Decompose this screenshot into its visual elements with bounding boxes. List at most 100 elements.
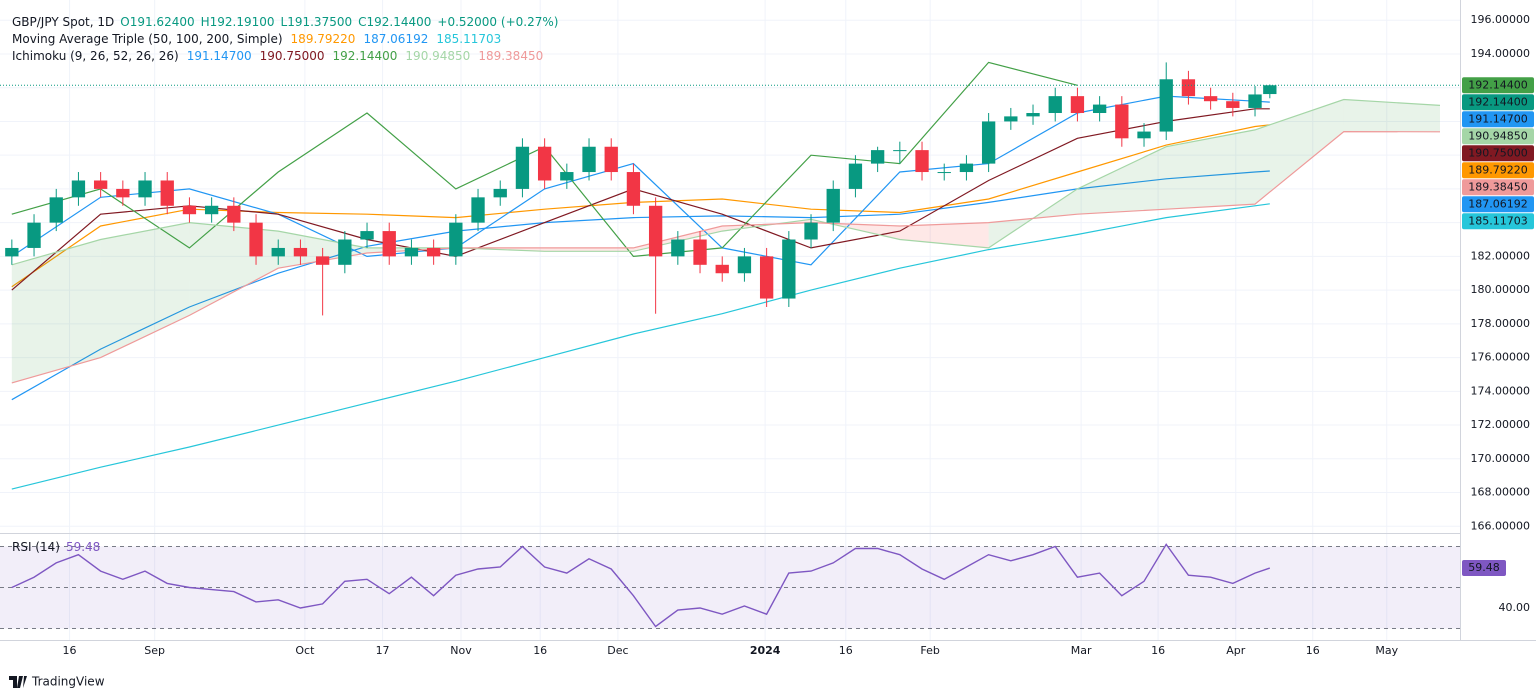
y-tick-label: 194.00000: [1471, 47, 1531, 60]
candle-body: [560, 172, 574, 181]
x-tick-label: Nov: [450, 644, 472, 657]
x-tick-label: Dec: [607, 644, 628, 657]
y-tick-label: 196.00000: [1471, 13, 1531, 26]
ichimoku-cloud: [1166, 129, 1255, 210]
price-tag-label: 185.11703: [1468, 214, 1528, 227]
candle-body: [626, 172, 641, 206]
candle-body: [71, 180, 86, 198]
price-tag: [1462, 560, 1506, 577]
ohlc-value: +0.52000 (+0.27%): [437, 15, 558, 29]
y-tick-label: 40.00: [1499, 601, 1531, 614]
price-tag-label: 192.14400: [1468, 95, 1528, 108]
ichimoku-cloud: [11, 239, 101, 383]
brand-name: TradingView: [31, 675, 105, 689]
candle-body: [648, 205, 663, 257]
candle-body: [449, 222, 463, 257]
candle-body: [49, 197, 63, 223]
indicator-value: 190.75000: [260, 49, 325, 63]
candle-body: [116, 188, 130, 198]
y-tick-label: 176.00000: [1471, 351, 1531, 364]
candle-body: [182, 205, 197, 215]
candle-body: [537, 146, 552, 181]
candle-body: [848, 163, 863, 189]
y-tick-label: 172.00000: [1471, 418, 1531, 431]
candle-body: [338, 239, 352, 265]
x-tick-label: Feb: [920, 644, 939, 657]
x-tick-label: Apr: [1226, 644, 1246, 657]
price-tag-label: 191.14700: [1468, 112, 1528, 125]
branding: TradingView: [9, 675, 105, 689]
y-tick-label: 178.00000: [1471, 317, 1531, 330]
candle-body: [737, 256, 752, 274]
price-tag: [1462, 77, 1534, 94]
candle-body: [249, 222, 263, 257]
candle-body: [1070, 96, 1085, 114]
price-tag-label: 59.48: [1468, 561, 1500, 574]
x-tick-label: 16: [1151, 644, 1165, 657]
candle-body: [515, 146, 530, 189]
candle-body: [870, 150, 885, 164]
candle-body: [493, 188, 507, 198]
x-tick-label: May: [1375, 644, 1398, 657]
candle-body: [1026, 113, 1040, 117]
logo: [9, 676, 27, 688]
candle-body: [826, 188, 840, 223]
x-tick-label: Oct: [295, 644, 315, 657]
indicator-name: Ichimoku (9, 26, 52, 26, 26): [12, 49, 179, 63]
indicator-name: Moving Average Triple (50, 100, 200, Sim…: [12, 32, 283, 46]
price-tag: [1462, 111, 1534, 128]
indicator-line: [11, 203, 1270, 490]
price-tag: [1462, 94, 1534, 111]
y-tick-label: 182.00000: [1471, 249, 1531, 262]
indicator-value: 190.94850: [405, 49, 470, 63]
candle-body: [1092, 104, 1107, 114]
price-tag-label: 189.38450: [1468, 180, 1528, 193]
ichimoku-cloud: [1077, 146, 1167, 215]
price-tag: [1462, 128, 1534, 145]
candle-body: [959, 163, 974, 173]
price-tag: [1462, 145, 1534, 162]
price-tag-label: 187.06192: [1468, 197, 1528, 210]
candle-body: [1248, 94, 1262, 108]
ohlc-value: O191.62400: [120, 15, 194, 29]
candle-body: [293, 247, 308, 257]
candle-body: [671, 239, 685, 257]
indicator-line: [11, 98, 1441, 266]
ichimoku-cloud: [1255, 99, 1344, 205]
candle-body: [1115, 104, 1129, 139]
candle-body: [426, 247, 441, 257]
x-tick-label: 16: [533, 644, 547, 657]
candle-body: [981, 121, 996, 164]
price-tag: [1462, 196, 1534, 213]
candle-body: [360, 231, 374, 240]
x-tick-label: 16: [839, 644, 853, 657]
candle-body: [160, 180, 174, 206]
price-tag: [1462, 179, 1534, 196]
candle-body: [1226, 101, 1240, 108]
y-tick-label: 174.00000: [1471, 384, 1531, 397]
candle-body: [937, 172, 951, 174]
y-tick-label: 168.00000: [1471, 486, 1531, 499]
legend-row: Ichimoku (9, 26, 52, 26, 26) 191.14700 190…: [12, 49, 543, 63]
candle-body: [27, 222, 41, 248]
candle-body: [1004, 116, 1018, 122]
price-tag-label: 189.79220: [1468, 163, 1528, 176]
legend-row: Moving Average Triple (50, 100, 200, Sim…: [12, 32, 501, 46]
rsi-value: 59.48: [66, 540, 100, 554]
plot-area: [0, 61, 1460, 630]
price-tag-label: 190.94850: [1468, 129, 1528, 142]
candle-body: [604, 146, 618, 173]
ichimoku-cloud: [544, 247, 634, 252]
price-tag-label: 192.14400: [1468, 78, 1528, 91]
indicator-value: 191.14700: [187, 49, 252, 63]
candle-body: [138, 180, 152, 198]
ichimoku-cloud: [1343, 99, 1440, 132]
candle-body: [1159, 79, 1173, 132]
x-tick-label: 17: [376, 644, 390, 657]
candle-body: [1203, 96, 1218, 102]
y-tick-label: 180.00000: [1471, 283, 1531, 296]
candle-body: [804, 222, 818, 240]
ichimoku-cloud: [100, 222, 190, 358]
candle-body: [1263, 85, 1277, 95]
